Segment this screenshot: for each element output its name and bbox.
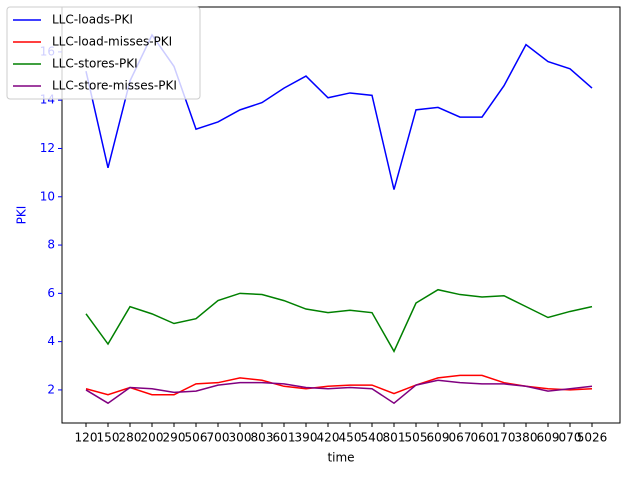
y-tick-label: 4 (47, 334, 55, 348)
x-tick-label: 067 (449, 431, 472, 445)
y-tick-label: 12 (40, 141, 55, 155)
x-tick-label: 609 (427, 431, 450, 445)
x-tick-label: 390 (295, 431, 318, 445)
x-tick-label: 120 (75, 431, 98, 445)
x-tick-label: 601 (273, 431, 296, 445)
x-tick-label: 505 (405, 431, 428, 445)
legend-label: LLC-store-misses-PKI (52, 79, 177, 93)
y-tick-label: 8 (47, 238, 55, 252)
series-line (85, 379, 593, 405)
legend: LLC-loads-PKI LLC-load-misses-PKI LLC-stor… (6, 6, 201, 100)
x-tick-label: 803 (251, 431, 274, 445)
x-tick-label: 200 (141, 431, 164, 445)
legend-label: LLC-load-misses-PKI (52, 35, 172, 49)
y-tick-label: 10 (40, 189, 55, 203)
x-tick-label: 5026 (577, 431, 608, 445)
x-tick-label: 450 (339, 431, 362, 445)
x-tick-label: 070 (559, 431, 582, 445)
x-tick-label: 280 (119, 431, 142, 445)
x-tick-label: 150 (97, 431, 120, 445)
x-tick-label: 170 (493, 431, 516, 445)
series-line (85, 288, 593, 353)
x-tick-label: 506 (185, 431, 208, 445)
legend-box (6, 6, 201, 100)
legend-label: LLC-loads-PKI (52, 13, 133, 27)
y-tick-label: 2 (47, 382, 55, 396)
plot-frame (61, 6, 621, 424)
x-axis-label: time (327, 451, 354, 465)
x-tick-label: 700 (207, 431, 230, 445)
x-tick-label: 420 (317, 431, 340, 445)
y-tick-label: 6 (47, 286, 55, 300)
y-axis-label: PKI (15, 206, 29, 225)
legend-label: LLC-stores-PKI (52, 57, 138, 71)
series-line (85, 374, 593, 396)
x-tick-label: 380 (515, 431, 538, 445)
x-tick-label: 300 (229, 431, 252, 445)
x-tick-label: 290 (163, 431, 186, 445)
x-tick-label: 801 (383, 431, 406, 445)
x-tick-label: 609 (537, 431, 560, 445)
x-tick-label: 060 (471, 431, 494, 445)
x-tick-label: 540 (361, 431, 384, 445)
